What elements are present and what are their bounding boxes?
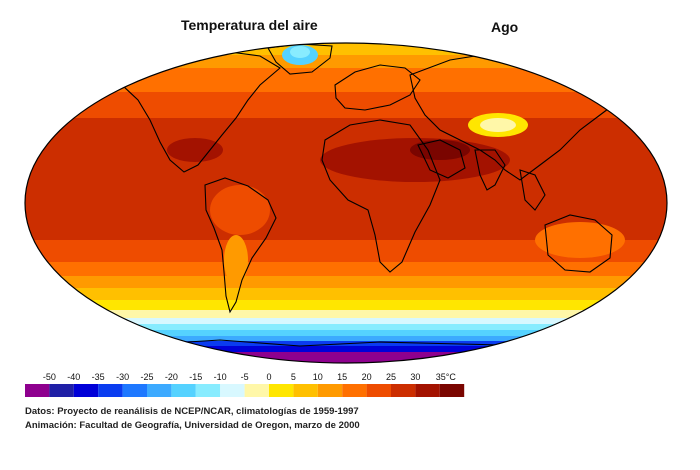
temperature-band	[25, 330, 667, 336]
legend-color-box	[122, 384, 147, 397]
color-legend	[25, 384, 465, 397]
legend-tick-label: -50	[42, 372, 56, 382]
legend-color-box	[293, 384, 318, 397]
legend-color-box	[439, 384, 465, 397]
legend-color-box	[195, 384, 221, 397]
temperature-band	[25, 300, 667, 310]
globe-border	[24, 42, 668, 364]
temperature-band	[25, 352, 667, 363]
temperature-band	[25, 262, 667, 276]
arabia-outline	[417, 139, 466, 179]
legend-color-box	[366, 384, 391, 397]
credits-animation: Animación: Facultad de Geografía, Univer…	[25, 420, 360, 431]
temperature-band	[25, 318, 667, 324]
temperature-band	[25, 55, 667, 68]
legend-color-box	[147, 384, 172, 397]
legend-tick-label: 35°C	[435, 372, 456, 382]
legend-color-box	[269, 384, 294, 397]
legend-tick-label: 15	[337, 372, 348, 382]
legend-color-box	[391, 384, 416, 397]
legend-tick-label: -5	[240, 372, 249, 382]
credits-data-source: Datos: Proyecto de reanálisis de NCEP/NC…	[25, 406, 359, 417]
legend-tick-label: -40	[67, 372, 81, 382]
legend-tick-label: -35	[91, 372, 105, 382]
legend-tick-label: 0	[266, 372, 272, 382]
legend-color-box	[415, 384, 440, 397]
europe-outline	[334, 64, 421, 111]
legend-tick-label: -15	[189, 372, 203, 382]
temperature-band	[25, 68, 667, 92]
legend-tick-label: -25	[140, 372, 154, 382]
legend-tick-label: -20	[164, 372, 178, 382]
southeast-asia-outline	[519, 169, 546, 211]
legend-tick-label: 5	[290, 372, 296, 382]
continent-outlines	[58, 43, 642, 363]
legend-tick-label: -30	[116, 372, 130, 382]
india-outline	[474, 149, 506, 191]
legend-tick-label: 10	[312, 372, 323, 382]
legend-color-box	[98, 384, 123, 397]
legend-color-box	[171, 384, 196, 397]
month-label: Ago	[491, 19, 519, 35]
legend-color-box	[73, 384, 99, 397]
temperature-band	[25, 346, 667, 352]
legend-color-box	[49, 384, 74, 397]
africa-outline	[321, 119, 441, 273]
antarctica-outline	[58, 339, 642, 363]
temperature-band	[25, 118, 667, 240]
legend-color-box	[244, 384, 269, 397]
temperature-patches	[167, 45, 625, 285]
temperature-band	[25, 336, 667, 341]
legend-color-box	[25, 384, 50, 397]
australia-outline	[544, 214, 613, 273]
legend-tick-labels: -50 -40 -35 -30 -25 -20 -15 -10 -5 0 5 10 15 20 25 30 35…	[25, 372, 465, 384]
temperature-band	[25, 310, 667, 318]
legend-color-box	[220, 384, 245, 397]
legend-tick-label: 25	[385, 372, 397, 382]
temperature-band	[25, 92, 667, 118]
south-america-outline	[204, 177, 277, 314]
legend-tick-label: 30	[410, 372, 421, 382]
temperature-band	[25, 288, 667, 300]
credits: Datos: Proyecto de reanálisis de NCEP/NC…	[25, 405, 360, 433]
temperature-band	[25, 43, 667, 55]
legend-tick-label: -10	[213, 372, 227, 382]
legend-color-box	[317, 384, 343, 397]
map-title: Temperatura del aire	[181, 17, 318, 33]
legend-color-box	[342, 384, 367, 397]
temperature-band	[25, 240, 667, 262]
temperature-band	[25, 276, 667, 288]
legend-tick-label: 20	[361, 372, 372, 382]
temperature-band	[25, 324, 667, 330]
